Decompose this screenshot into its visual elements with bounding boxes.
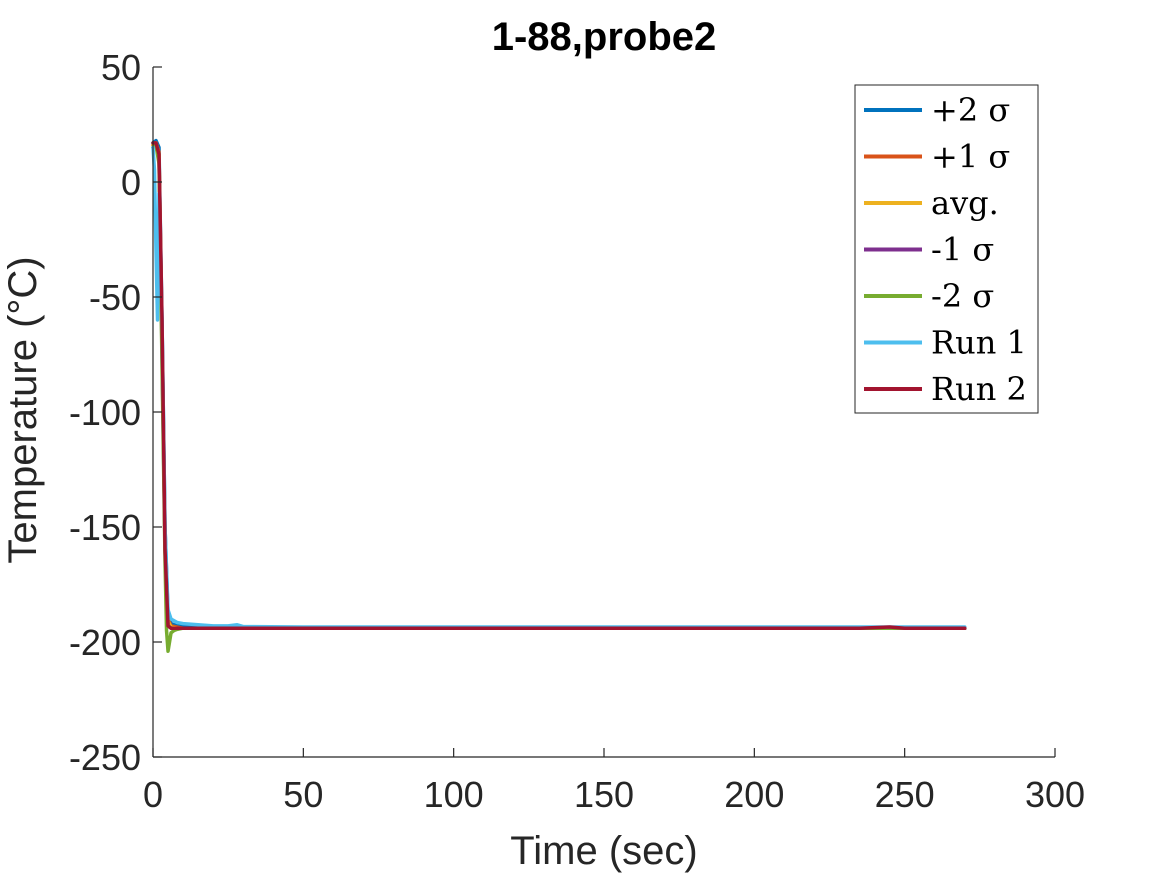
x-tick-label: 0	[143, 774, 163, 815]
legend-label: -2 σ	[931, 277, 994, 315]
series-line--2-	[151, 138, 967, 630]
legend-label: avg.	[931, 184, 999, 222]
y-axis-label: Temperature (°C)	[1, 256, 45, 563]
x-axis-ticks: 0 50 100 150 200 250 300	[143, 748, 1085, 815]
series-line-run-2	[151, 141, 967, 630]
chart-title: 1-88,probe2	[492, 15, 717, 59]
y-tick-label: 50	[101, 47, 141, 88]
series-line--2-	[151, 143, 967, 653]
legend-label: Run 1	[931, 324, 1027, 362]
series-layer	[151, 138, 967, 653]
x-tick-label: 250	[875, 774, 935, 815]
series-line-run-1	[151, 145, 967, 629]
y-tick-label: 0	[121, 162, 141, 203]
series-line--1-	[151, 141, 967, 630]
x-tick-label: 100	[424, 774, 484, 815]
x-tick-label: 300	[1025, 774, 1085, 815]
legend-label: +1 σ	[931, 138, 1010, 176]
x-tick-label: 200	[724, 774, 784, 815]
legend-label: -1 σ	[931, 231, 994, 269]
legend-label: Run 2	[931, 370, 1027, 408]
x-axis-label: Time (sec)	[510, 829, 697, 873]
x-tick-label: 50	[283, 774, 323, 815]
legend: +2 σ +1 σ avg. -1 σ -2 σ Run 1 Run 2	[854, 84, 1039, 414]
x-tick-label: 150	[574, 774, 634, 815]
y-tick-label: -250	[69, 737, 141, 778]
y-tick-label: -50	[89, 277, 141, 318]
y-tick-label: -100	[69, 392, 141, 433]
series-line--1-	[151, 143, 967, 630]
y-tick-label: -200	[69, 622, 141, 663]
y-axis-ticks: -250 -200 -150 -100 -50 0 50	[69, 47, 162, 778]
series-line-avg-	[151, 141, 967, 630]
y-tick-label: -150	[69, 507, 141, 548]
legend-label: +2 σ	[931, 91, 1010, 129]
